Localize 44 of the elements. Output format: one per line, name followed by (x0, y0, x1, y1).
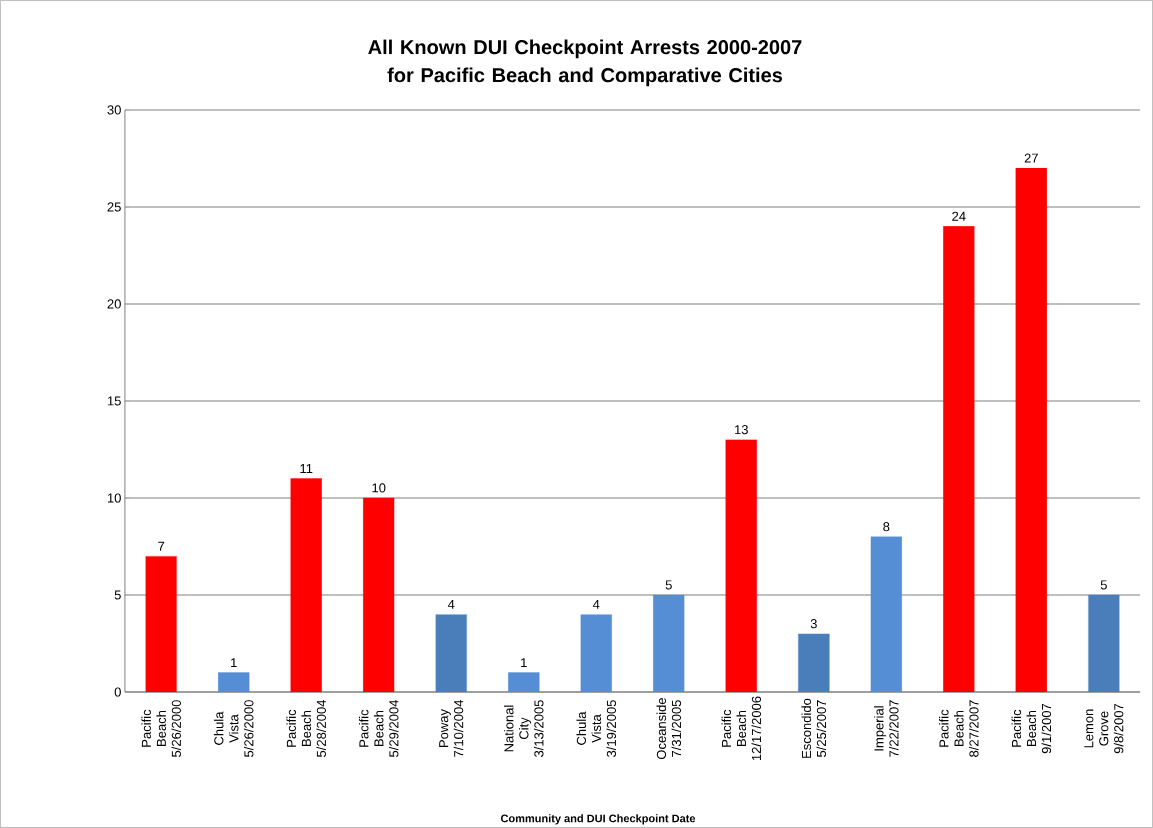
y-tick-label: 25 (107, 202, 121, 212)
data-label: 13 (735, 425, 748, 435)
y-tick-label: 0 (114, 687, 121, 697)
chart-title: All Known DUI Checkpoint Arrests 2000-2007 for Pacific Beach and Comparative Cities (368, 39, 802, 87)
x-tick-label: Pacific Beach 12/17/2006 (721, 696, 762, 761)
data-label: 8 (883, 522, 890, 532)
data-label: 4 (447, 599, 455, 609)
bar (290, 478, 322, 693)
y-tick-label: 10 (107, 493, 121, 503)
data-label: 1 (521, 658, 527, 668)
x-axis-title: Community and DUI Checkpoint Date (500, 814, 696, 825)
bar (1015, 167, 1048, 693)
x-tick-label: Chula Vista 5/26/2000 (213, 700, 254, 757)
x-tick-label: Poway 7/10/2004 (439, 700, 464, 757)
bar (217, 672, 250, 693)
x-tick-label: Lemon Grove 9/8/2007 (1084, 703, 1124, 754)
x-tick-label: Escondido 5/25/2007 (801, 698, 827, 758)
data-label: 5 (1100, 580, 1107, 590)
x-tick-label: Pacific Beach 8/27/2007 (939, 700, 979, 757)
x-tick-label: Pacific Beach 9/1/2007 (1011, 703, 1052, 754)
data-label: 7 (158, 541, 165, 551)
data-label: 27 (1024, 153, 1038, 163)
data-label: 11 (300, 464, 313, 474)
data-label: 10 (372, 483, 386, 493)
data-label: 4 (592, 599, 600, 609)
y-tick-label: 5 (114, 590, 121, 600)
bar (870, 536, 903, 693)
x-tick-label: Pacific Beach 5/28/2004 (286, 700, 326, 757)
y-tick-label: 15 (107, 396, 121, 406)
x-tick-label: Oceanside 7/31/2005 (656, 698, 682, 760)
y-tick-label: 20 (107, 299, 121, 309)
data-label: 1 (231, 658, 237, 668)
x-tick-label: Pacific Beach 5/26/2000 (141, 700, 181, 757)
data-label: 3 (810, 619, 817, 629)
x-tick-label: Pacific Beach 5/29/2004 (358, 700, 399, 757)
data-label: 5 (665, 580, 672, 590)
bar (943, 226, 975, 693)
bar (653, 594, 685, 693)
x-tick-label: Chula Vista 3/19/2005 (576, 700, 617, 758)
x-tick-label: National City 3/13/2005 (503, 700, 544, 758)
data-label: 24 (952, 211, 966, 221)
y-tick-label: 30 (107, 105, 121, 115)
x-tick-label: Imperial 7/22/2007 (874, 700, 899, 757)
bar (508, 672, 540, 693)
